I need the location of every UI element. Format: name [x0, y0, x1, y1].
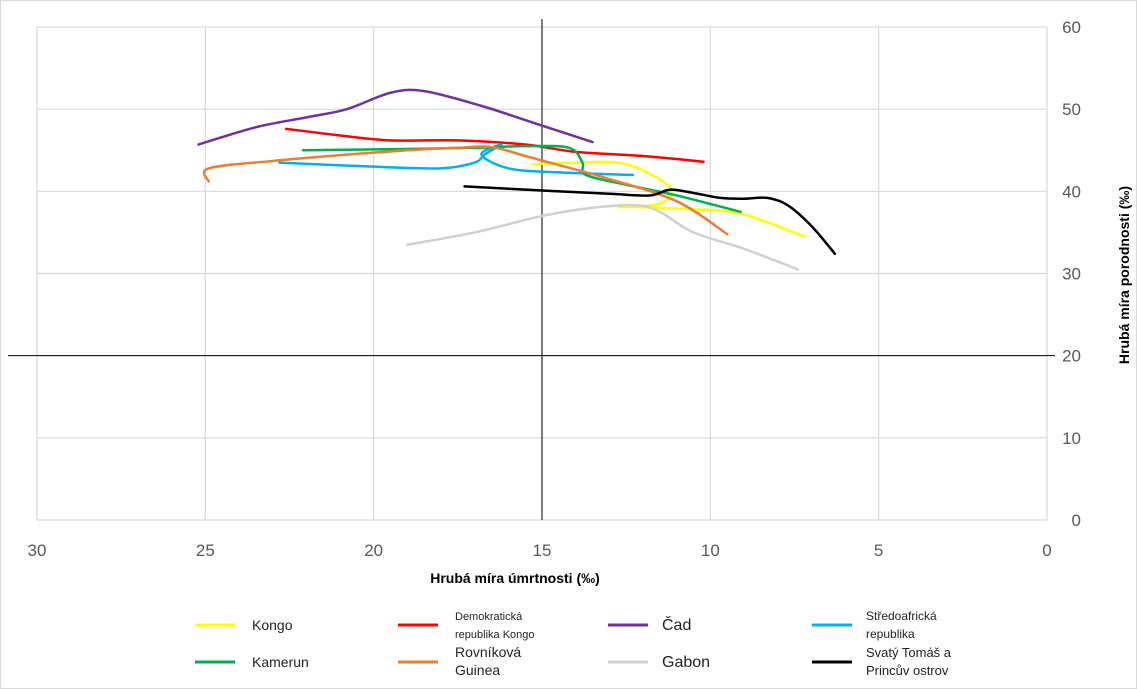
- x-tick-label: 10: [701, 541, 720, 560]
- x-tick-label: 0: [1042, 541, 1051, 560]
- x-tick-label: 5: [874, 541, 883, 560]
- series-line: [463, 185, 837, 256]
- series-line: [197, 88, 594, 146]
- series-line: [406, 203, 800, 271]
- legend-label: Kamerun: [252, 654, 309, 670]
- legend-item: Gabon: [608, 654, 710, 671]
- legend-item: Demokratická republika Kongo: [398, 611, 535, 641]
- legend-item: Kongo: [195, 617, 293, 633]
- series-line: [278, 143, 635, 177]
- y-tick-label: 20: [1062, 347, 1081, 366]
- legend-label: Gabon: [662, 654, 710, 671]
- y-tick-label: 10: [1062, 429, 1081, 448]
- legend-label: Rovníková Guinea: [455, 644, 521, 678]
- x-tick-label: 30: [28, 541, 47, 560]
- legend-label: Čad: [662, 615, 691, 634]
- series-line: [202, 145, 729, 236]
- legend-item: Svatý Tomáš a Princův ostrov: [812, 645, 952, 678]
- legend-item: Středoafrická republika: [812, 609, 937, 641]
- x-axis-title: Hrubá míra úmrtnosti (‰): [430, 570, 600, 586]
- series-layer: [197, 88, 837, 271]
- reference-lines: [8, 19, 1055, 520]
- y-tick-label: 60: [1062, 18, 1081, 37]
- y-tick-label: 0: [1072, 511, 1081, 530]
- legend-item: Čad: [608, 615, 691, 634]
- legend-label: Středoafrická republika: [866, 609, 937, 641]
- y-tick-label: 30: [1062, 265, 1081, 284]
- y-axis-title: Hrubá míra porodnosti (‰): [1116, 186, 1132, 364]
- y-tick-label: 50: [1062, 100, 1081, 119]
- legend-label: Demokratická republika Kongo: [455, 611, 535, 641]
- x-tick-label: 20: [364, 541, 383, 560]
- legend-label: Svatý Tomáš a Princův ostrov: [866, 645, 952, 678]
- x-tick-label: 15: [533, 541, 552, 560]
- legend: Kongo Demokratická republika Kongo Čad Střed…: [195, 609, 952, 678]
- x-tick-label: 25: [196, 541, 215, 560]
- legend-item: Rovníková Guinea: [398, 644, 521, 678]
- legend-item: Kamerun: [195, 654, 309, 670]
- series-line: [301, 144, 742, 214]
- legend-label: Kongo: [252, 617, 293, 633]
- y-tick-label: 40: [1062, 182, 1081, 201]
- series-line: [284, 127, 705, 164]
